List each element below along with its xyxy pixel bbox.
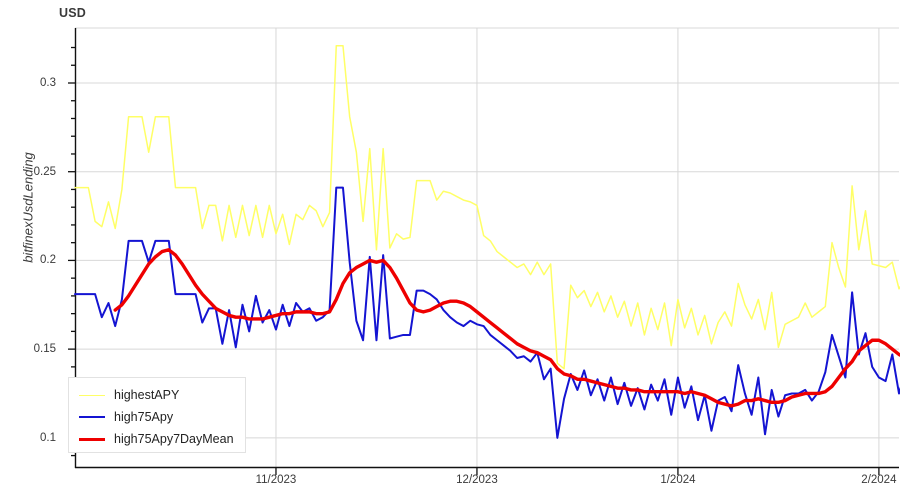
legend-item-label: high75Apy7DayMean [114, 432, 234, 446]
series-lines [74, 44, 900, 439]
y-tick-label: 0.25 [33, 165, 56, 178]
y-tick-labels: 0.1 0.15 0.2 0.25 0.3 [0, 0, 56, 500]
x-tick-label: 1/2024 [660, 474, 696, 486]
gridlines [75, 27, 899, 468]
legend-item-label: high75Apy [114, 410, 174, 424]
legend-item[interactable]: high75Apy7DayMean [69, 428, 245, 450]
legend-swatch-icon [79, 437, 105, 441]
series-highestAPY [74, 44, 900, 370]
series-high75Apy7DayMean [113, 248, 900, 408]
legend-swatch-icon [79, 416, 105, 418]
y-tick-label: 0.3 [40, 77, 56, 89]
unit-label: USD [59, 6, 86, 20]
series-high75Apy [74, 186, 900, 439]
x-tick-label: 11/2023 [255, 474, 297, 486]
x-tick-label: 12/2023 [456, 474, 498, 486]
y-tick-label: 0.1 [40, 431, 56, 444]
y-tick-label: 0.2 [40, 254, 56, 267]
y-tick-label: 0.15 [33, 343, 56, 356]
legend-item[interactable]: high75Apy [69, 406, 245, 428]
legend-swatch-icon [79, 394, 105, 396]
legend: highestAPY high75Apy high75Apy7DayMean [68, 377, 246, 453]
legend-item-label: highestAPY [114, 388, 180, 402]
x-tick-label: 2/2024 [861, 474, 897, 486]
legend-item[interactable]: highestAPY [69, 384, 245, 406]
